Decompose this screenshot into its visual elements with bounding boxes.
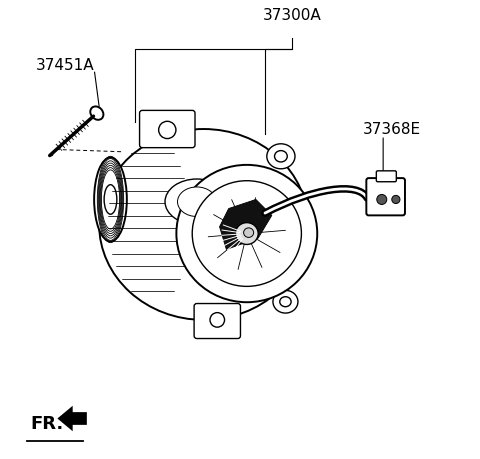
Ellipse shape [192,181,301,287]
Ellipse shape [90,107,103,121]
Ellipse shape [159,122,176,139]
Ellipse shape [267,145,295,169]
FancyBboxPatch shape [376,172,396,182]
Ellipse shape [377,195,387,205]
Ellipse shape [275,197,287,207]
Text: FR.: FR. [30,414,63,432]
Ellipse shape [275,151,287,162]
Ellipse shape [94,158,127,242]
Text: 37451A: 37451A [36,58,95,73]
Ellipse shape [273,291,298,313]
Text: 37368E: 37368E [363,122,421,136]
Ellipse shape [280,297,291,307]
FancyBboxPatch shape [194,304,240,339]
Ellipse shape [99,130,308,320]
Polygon shape [219,200,272,250]
Ellipse shape [244,229,253,238]
Ellipse shape [178,188,216,217]
Ellipse shape [176,166,317,302]
Ellipse shape [210,313,225,327]
Ellipse shape [268,191,293,213]
FancyBboxPatch shape [140,111,195,148]
Ellipse shape [165,179,228,225]
Text: 37300A: 37300A [263,8,322,23]
FancyBboxPatch shape [366,179,405,216]
Ellipse shape [104,185,117,215]
Ellipse shape [392,196,400,204]
Polygon shape [58,406,87,431]
Ellipse shape [236,223,258,245]
